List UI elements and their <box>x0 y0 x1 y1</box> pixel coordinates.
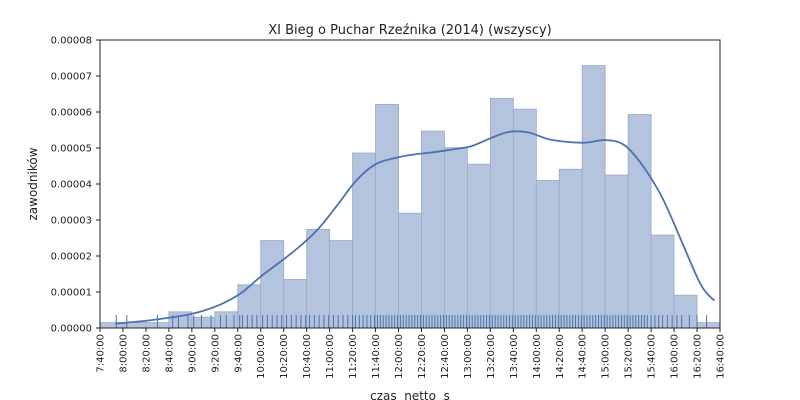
histogram-bar-7 <box>260 240 285 329</box>
rug-layer <box>115 315 708 328</box>
x-tick-label-8: 10:20:00 <box>279 334 290 379</box>
histogram-bar-22 <box>604 174 629 329</box>
x-tick-label-24: 15:40:00 <box>647 334 658 379</box>
x-axis-label: czas netto s <box>370 389 450 400</box>
kde-curve <box>115 130 715 325</box>
x-tick-label-26: 16:20:00 <box>693 334 704 379</box>
x-tick-label-20: 14:20:00 <box>555 334 566 379</box>
x-tick-label-23: 15:20:00 <box>624 334 635 379</box>
x-tick-label-13: 12:00:00 <box>394 334 405 379</box>
x-axis: 7:40:00 8:00:00 8:20:00 8:40:00 9:00:00 9:20:… <box>96 328 727 379</box>
kde-layer <box>115 130 715 325</box>
y-tick-label-2: 0.00002 <box>51 252 92 263</box>
histogram-bar-8 <box>283 278 308 329</box>
x-tick-label-6: 9:40:00 <box>233 334 244 373</box>
histogram-bar-19 <box>535 179 560 329</box>
x-tick-label-12: 11:40:00 <box>371 334 382 379</box>
x-tick-label-3: 8:40:00 <box>164 334 175 373</box>
histogram-bar-13 <box>398 212 422 329</box>
histogram-bar-12 <box>375 104 399 329</box>
histogram-bar-25 <box>673 294 698 329</box>
y-tick-label-5: 0.00005 <box>51 144 92 155</box>
histogram-bar-9 <box>306 228 331 329</box>
x-tick-label-15: 12:40:00 <box>440 334 451 379</box>
histogram-bar-10 <box>329 240 353 329</box>
x-tick-label-11: 11:20:00 <box>348 334 359 379</box>
y-tick-label-8: 0.00008 <box>51 36 92 47</box>
x-tick-label-1: 8:00:00 <box>118 334 129 373</box>
x-tick-label-17: 13:20:00 <box>486 334 497 379</box>
y-tick-label-3: 0.00003 <box>51 216 92 227</box>
x-tick-label-22: 15:00:00 <box>601 334 612 379</box>
histogram-bar-23 <box>627 114 652 329</box>
histogram-bar-15 <box>444 147 468 329</box>
y-axis-label: zawodników <box>26 147 40 220</box>
y-tick-label-7: 0.00007 <box>51 72 92 83</box>
histogram-bar-11 <box>352 152 376 329</box>
histogram-bar-24 <box>650 234 675 329</box>
x-tick-label-25: 16:00:00 <box>670 334 681 379</box>
x-tick-label-27: 16:40:00 <box>716 334 727 379</box>
y-tick-label-4: 0.00004 <box>51 180 92 191</box>
x-tick-label-21: 14:40:00 <box>578 334 589 379</box>
y-tick-label-6: 0.00006 <box>51 108 92 119</box>
histogram-bar-21 <box>581 65 606 329</box>
x-tick-label-5: 9:20:00 <box>210 334 221 373</box>
x-tick-label-7: 10:00:00 <box>256 334 267 379</box>
x-tick-label-14: 12:20:00 <box>417 334 428 379</box>
x-tick-label-18: 13:40:00 <box>509 334 520 379</box>
x-tick-label-9: 10:40:00 <box>302 334 313 379</box>
x-tick-label-4: 9:00:00 <box>187 334 198 373</box>
histogram-bar-20 <box>558 168 583 329</box>
histogram-bar-16 <box>467 163 491 329</box>
y-tick-label-1: 0.00001 <box>51 288 92 299</box>
y-tick-label-0: 0.00000 <box>51 324 92 335</box>
histogram-bar-18 <box>512 108 537 329</box>
histogram-bar-26 <box>696 322 721 329</box>
histogram-bar-14 <box>421 130 445 329</box>
histogram-bar-17 <box>489 97 514 329</box>
chart-title: XI Bieg o Puchar Rzeźnika (2014) (wszysc… <box>268 23 552 38</box>
bars-layer <box>99 65 721 329</box>
x-tick-label-16: 13:00:00 <box>463 334 474 379</box>
x-tick-label-19: 14:00:00 <box>532 334 543 379</box>
x-tick-label-2: 8:20:00 <box>141 334 152 373</box>
x-tick-label-0: 7:40:00 <box>96 334 107 373</box>
y-axis: 0.00000 0.00001 0.00002 0.00003 0.00004 0.000… <box>51 36 100 335</box>
x-tick-label-10: 11:00:00 <box>325 334 336 379</box>
